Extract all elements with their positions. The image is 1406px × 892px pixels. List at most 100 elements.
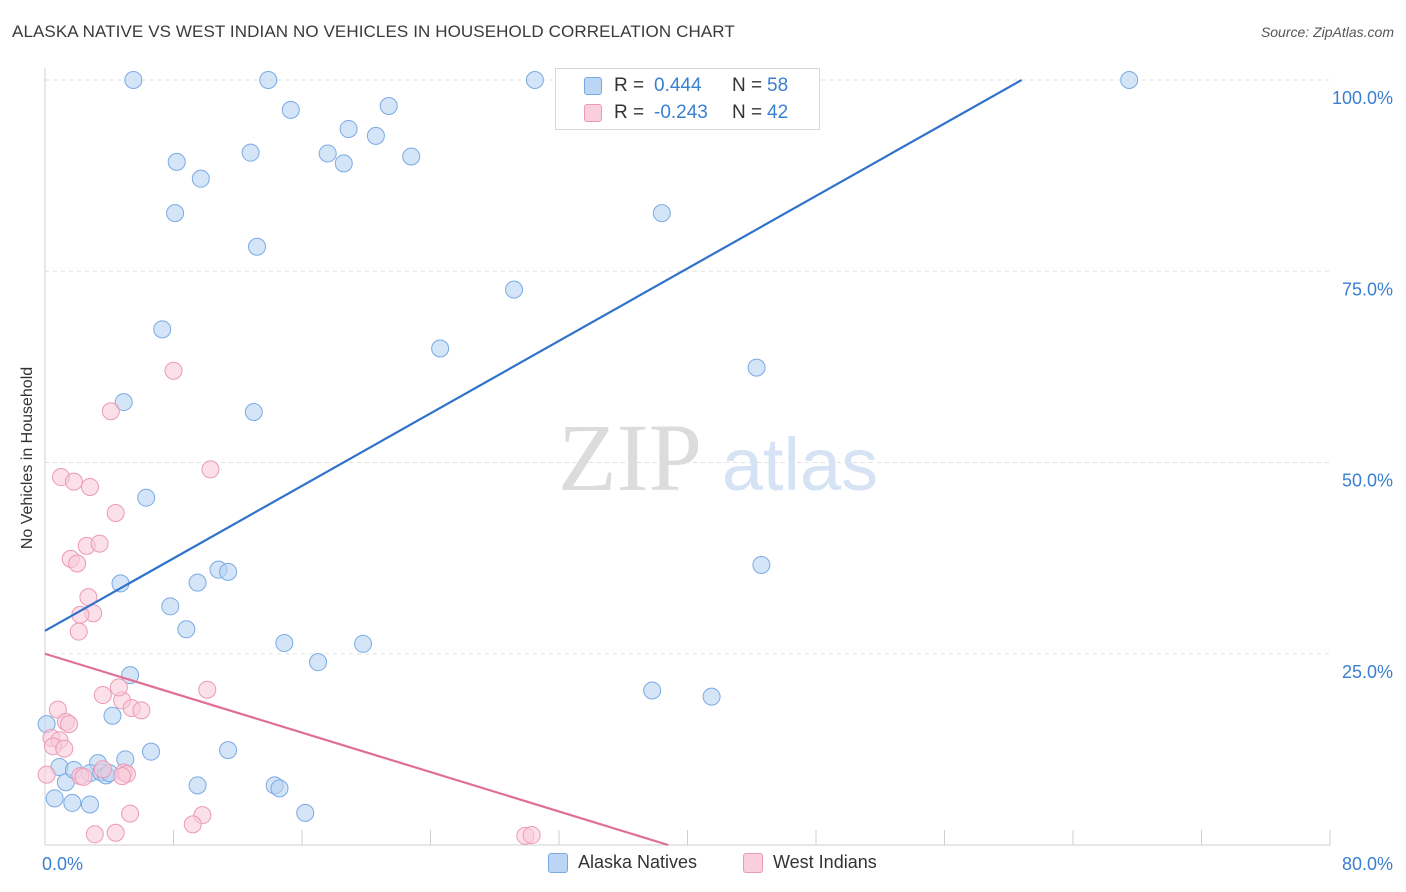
chart-title: ALASKA NATIVE VS WEST INDIAN NO VEHICLES… xyxy=(12,22,735,41)
point-alaska-natives xyxy=(177,620,196,639)
legend-n-label: N = xyxy=(732,75,763,96)
legend-item-west-indians[interactable]: West Indians xyxy=(743,852,877,873)
trend-line-alaska-natives xyxy=(44,79,1023,632)
point-west-indians xyxy=(198,680,217,699)
legend-n-value: 42 xyxy=(767,102,789,123)
point-alaska-natives xyxy=(244,403,263,422)
point-west-indians xyxy=(201,460,220,479)
trend-lines xyxy=(44,79,1023,847)
point-west-indians xyxy=(106,823,125,842)
grid-lines xyxy=(45,79,1330,655)
point-alaska-natives xyxy=(296,803,315,822)
point-alaska-natives xyxy=(702,687,721,706)
point-alaska-natives xyxy=(752,556,771,575)
watermark-zip: ZIP xyxy=(558,404,702,511)
point-alaska-natives xyxy=(191,169,210,188)
point-alaska-natives xyxy=(166,204,185,223)
point-west-indians xyxy=(93,760,112,779)
legend-label: West Indians xyxy=(773,852,877,872)
point-west-indians xyxy=(183,815,202,834)
x-tick-label-left: 0.0% xyxy=(42,854,83,874)
point-alaska-natives xyxy=(188,776,207,795)
y-tick-label: 75.0% xyxy=(1342,279,1393,299)
point-alaska-natives xyxy=(45,789,64,808)
legend-row-alaska: R = 0.444 N = 58 xyxy=(614,74,788,98)
point-alaska-natives xyxy=(167,152,186,171)
point-alaska-natives xyxy=(402,147,421,166)
legend-n-label: N = xyxy=(732,102,763,123)
trend-line-west-indians xyxy=(44,652,669,847)
point-alaska-natives xyxy=(219,741,238,760)
point-west-indians xyxy=(80,477,99,496)
point-west-indians xyxy=(106,503,125,522)
legend-label: Alaska Natives xyxy=(578,852,698,872)
y-tick-label: 100.0% xyxy=(1332,88,1393,108)
y-tick-label: 50.0% xyxy=(1342,471,1393,491)
point-west-indians xyxy=(113,767,132,786)
tick-labels: 100.0% 75.0% 50.0% 25.0% 0.0% 80.0% xyxy=(42,88,1393,874)
legend-swatch-alaska xyxy=(584,77,602,95)
legend-r-value: 0.444 xyxy=(654,75,702,96)
point-alaska-natives xyxy=(318,144,337,163)
watermark-atlas: atlas xyxy=(722,423,878,506)
point-alaska-natives xyxy=(1120,71,1139,89)
legend-r-value: -0.243 xyxy=(654,102,708,123)
point-alaska-natives xyxy=(270,779,289,798)
legend-item-alaska-natives[interactable]: Alaska Natives xyxy=(548,852,697,873)
data-points xyxy=(37,71,1139,845)
legend-row-west-indian: R = -0.243 N = 42 xyxy=(614,101,788,125)
point-alaska-natives xyxy=(161,597,180,616)
point-alaska-natives xyxy=(747,358,766,377)
point-alaska-natives xyxy=(219,562,238,581)
point-west-indians xyxy=(68,554,87,573)
point-alaska-natives xyxy=(114,393,133,412)
point-alaska-natives xyxy=(103,706,122,725)
point-west-indians xyxy=(132,701,151,720)
point-alaska-natives xyxy=(124,71,143,89)
correlation-legend: R = 0.444 N = 58 R = -0.243 N = 42 xyxy=(555,68,820,130)
point-west-indians xyxy=(164,361,183,380)
source-label: Source: ZipAtlas.com xyxy=(1260,24,1394,40)
legend-swatch xyxy=(743,852,763,873)
legend-r-label: R = xyxy=(614,75,645,96)
point-west-indians xyxy=(109,678,128,697)
point-alaska-natives xyxy=(379,97,398,116)
point-alaska-natives xyxy=(334,154,353,173)
point-alaska-natives xyxy=(643,681,662,700)
point-west-indians xyxy=(64,472,83,491)
point-west-indians xyxy=(60,715,79,734)
point-alaska-natives xyxy=(259,71,278,89)
point-alaska-natives xyxy=(80,795,99,814)
point-alaska-natives xyxy=(505,280,524,299)
point-west-indians xyxy=(90,534,109,553)
legend-swatch-west-indian xyxy=(584,104,602,122)
point-west-indians xyxy=(37,765,56,784)
point-alaska-natives xyxy=(142,742,161,761)
point-alaska-natives xyxy=(525,71,544,89)
point-alaska-natives xyxy=(248,237,267,256)
point-alaska-natives xyxy=(309,653,328,672)
x-tick-label-right: 80.0% xyxy=(1342,854,1393,874)
legend-n-value: 58 xyxy=(767,75,789,96)
point-alaska-natives xyxy=(652,204,671,223)
point-alaska-natives xyxy=(281,100,300,119)
point-alaska-natives xyxy=(366,126,385,145)
point-alaska-natives xyxy=(153,320,172,339)
point-alaska-natives xyxy=(275,634,294,653)
point-west-indians xyxy=(93,686,112,705)
y-tick-label: 25.0% xyxy=(1342,662,1393,682)
legend-r-label: R = xyxy=(614,102,645,123)
point-west-indians xyxy=(101,402,120,421)
point-west-indians xyxy=(121,804,140,823)
legend-swatch xyxy=(548,852,568,873)
point-alaska-natives xyxy=(339,119,358,138)
point-west-indians xyxy=(74,767,93,786)
point-alaska-natives xyxy=(63,793,82,812)
point-alaska-natives xyxy=(241,143,260,162)
point-alaska-natives xyxy=(137,488,156,507)
point-alaska-natives xyxy=(354,634,373,653)
point-alaska-natives xyxy=(188,573,207,592)
point-west-indians xyxy=(522,826,541,845)
watermark: ZIP atlas xyxy=(558,404,878,511)
